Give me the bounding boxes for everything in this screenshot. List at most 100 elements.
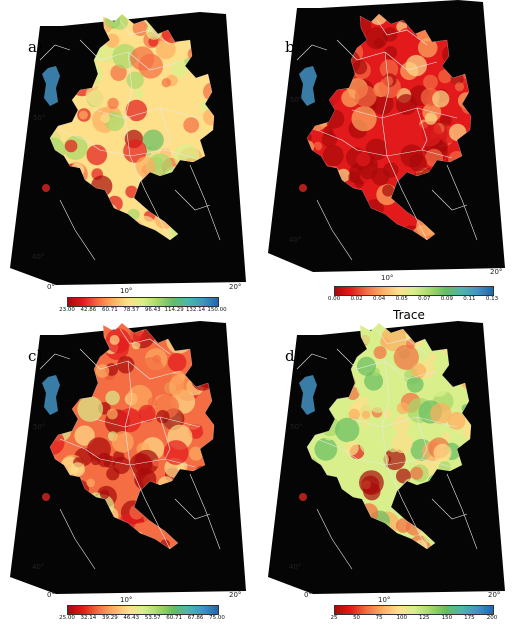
data-blob (403, 478, 417, 491)
lat-label-b-40: 40° (289, 236, 302, 244)
data-blob (422, 441, 442, 462)
data-blob (167, 353, 187, 372)
data-blob (369, 14, 388, 25)
panel-label-a: a) (28, 38, 43, 56)
data-blob (362, 40, 379, 57)
data-blob (428, 375, 450, 397)
country-boundary (159, 107, 171, 151)
data-blob (146, 160, 159, 173)
data-blob (383, 162, 399, 178)
data-blob (102, 367, 116, 381)
data-blob (406, 375, 424, 393)
data-blob (85, 83, 109, 107)
data-blob (105, 328, 131, 354)
data-blob (179, 163, 194, 177)
data-blob (405, 54, 427, 77)
data-blob (170, 60, 188, 78)
lon-label-b-10: 10° (381, 274, 394, 282)
data-blob (202, 422, 214, 436)
data-blob (166, 328, 192, 354)
data-blob (439, 124, 458, 143)
data-blob (314, 501, 331, 518)
data-blob (445, 323, 461, 331)
panel-label-d: d) (285, 347, 301, 365)
data-blob (430, 123, 455, 148)
data-blob (123, 41, 143, 61)
data-blob (106, 467, 120, 481)
data-blob (420, 327, 433, 340)
data-blob (345, 147, 367, 168)
data-blob (318, 511, 343, 537)
map-panel-c (10, 321, 246, 594)
data-blob (410, 438, 433, 461)
data-blob (435, 530, 447, 542)
data-blob (450, 69, 468, 86)
data-blob (57, 36, 73, 52)
data-blob (167, 93, 178, 104)
colorbar-tick-label: 60.71 (166, 615, 183, 621)
data-blob (163, 440, 189, 465)
data-blob (433, 122, 445, 134)
data-blob (50, 429, 65, 456)
data-blob (112, 456, 130, 474)
data-blob (387, 329, 411, 352)
data-blob (196, 352, 208, 364)
data-blob (429, 167, 448, 187)
data-blob (357, 356, 376, 376)
data-blob (333, 483, 360, 510)
data-blob (367, 391, 390, 413)
data-blob (433, 443, 452, 462)
data-blob (109, 335, 120, 345)
lat-label-c-40: 40° (32, 563, 45, 571)
data-blob (350, 516, 373, 539)
data-blob (344, 201, 366, 223)
map-background-c (10, 321, 246, 594)
data-blob (120, 500, 145, 525)
data-blob (87, 437, 111, 461)
data-blob (199, 175, 214, 195)
colorbar-tick-label: 50 (353, 615, 361, 621)
data-blob (183, 155, 198, 170)
data-blob (448, 151, 466, 169)
data-blob (58, 465, 69, 475)
data-blob (330, 328, 351, 349)
data-blob (61, 171, 75, 185)
data-blob (152, 394, 177, 419)
data-blob (389, 539, 410, 549)
country-boundary (296, 353, 328, 370)
data-blob (63, 135, 88, 160)
data-blob (458, 182, 468, 192)
colorbar-tick-label: 0.09 (440, 296, 453, 302)
map-panel-a (10, 12, 246, 285)
data-blob (307, 230, 318, 240)
data-blob (438, 449, 451, 461)
colorbar-tick-label: 25 (330, 615, 338, 621)
data-blob (307, 484, 311, 494)
data-blob (461, 404, 470, 413)
data-blob (320, 417, 340, 437)
data-blob (321, 32, 339, 49)
data-blob (63, 370, 77, 384)
data-blob (64, 162, 88, 186)
data-blob (171, 415, 181, 425)
data-blob (165, 180, 183, 198)
data-blob (70, 379, 91, 400)
data-blob (189, 446, 204, 461)
data-blob (50, 66, 69, 88)
data-blob (72, 34, 83, 45)
data-blob (423, 74, 438, 90)
data-blob (354, 177, 365, 188)
data-blob (414, 539, 428, 549)
data-blob (442, 44, 463, 65)
data-blob (81, 232, 99, 240)
data-blob (335, 417, 360, 443)
data-blob (459, 369, 471, 390)
data-blob (432, 475, 441, 484)
data-blob (422, 519, 447, 545)
data-blob (119, 513, 136, 530)
data-blob (161, 52, 177, 68)
data-blob (307, 223, 331, 240)
data-blob (404, 165, 421, 182)
data-blob (341, 89, 360, 108)
data-blob (360, 515, 384, 539)
